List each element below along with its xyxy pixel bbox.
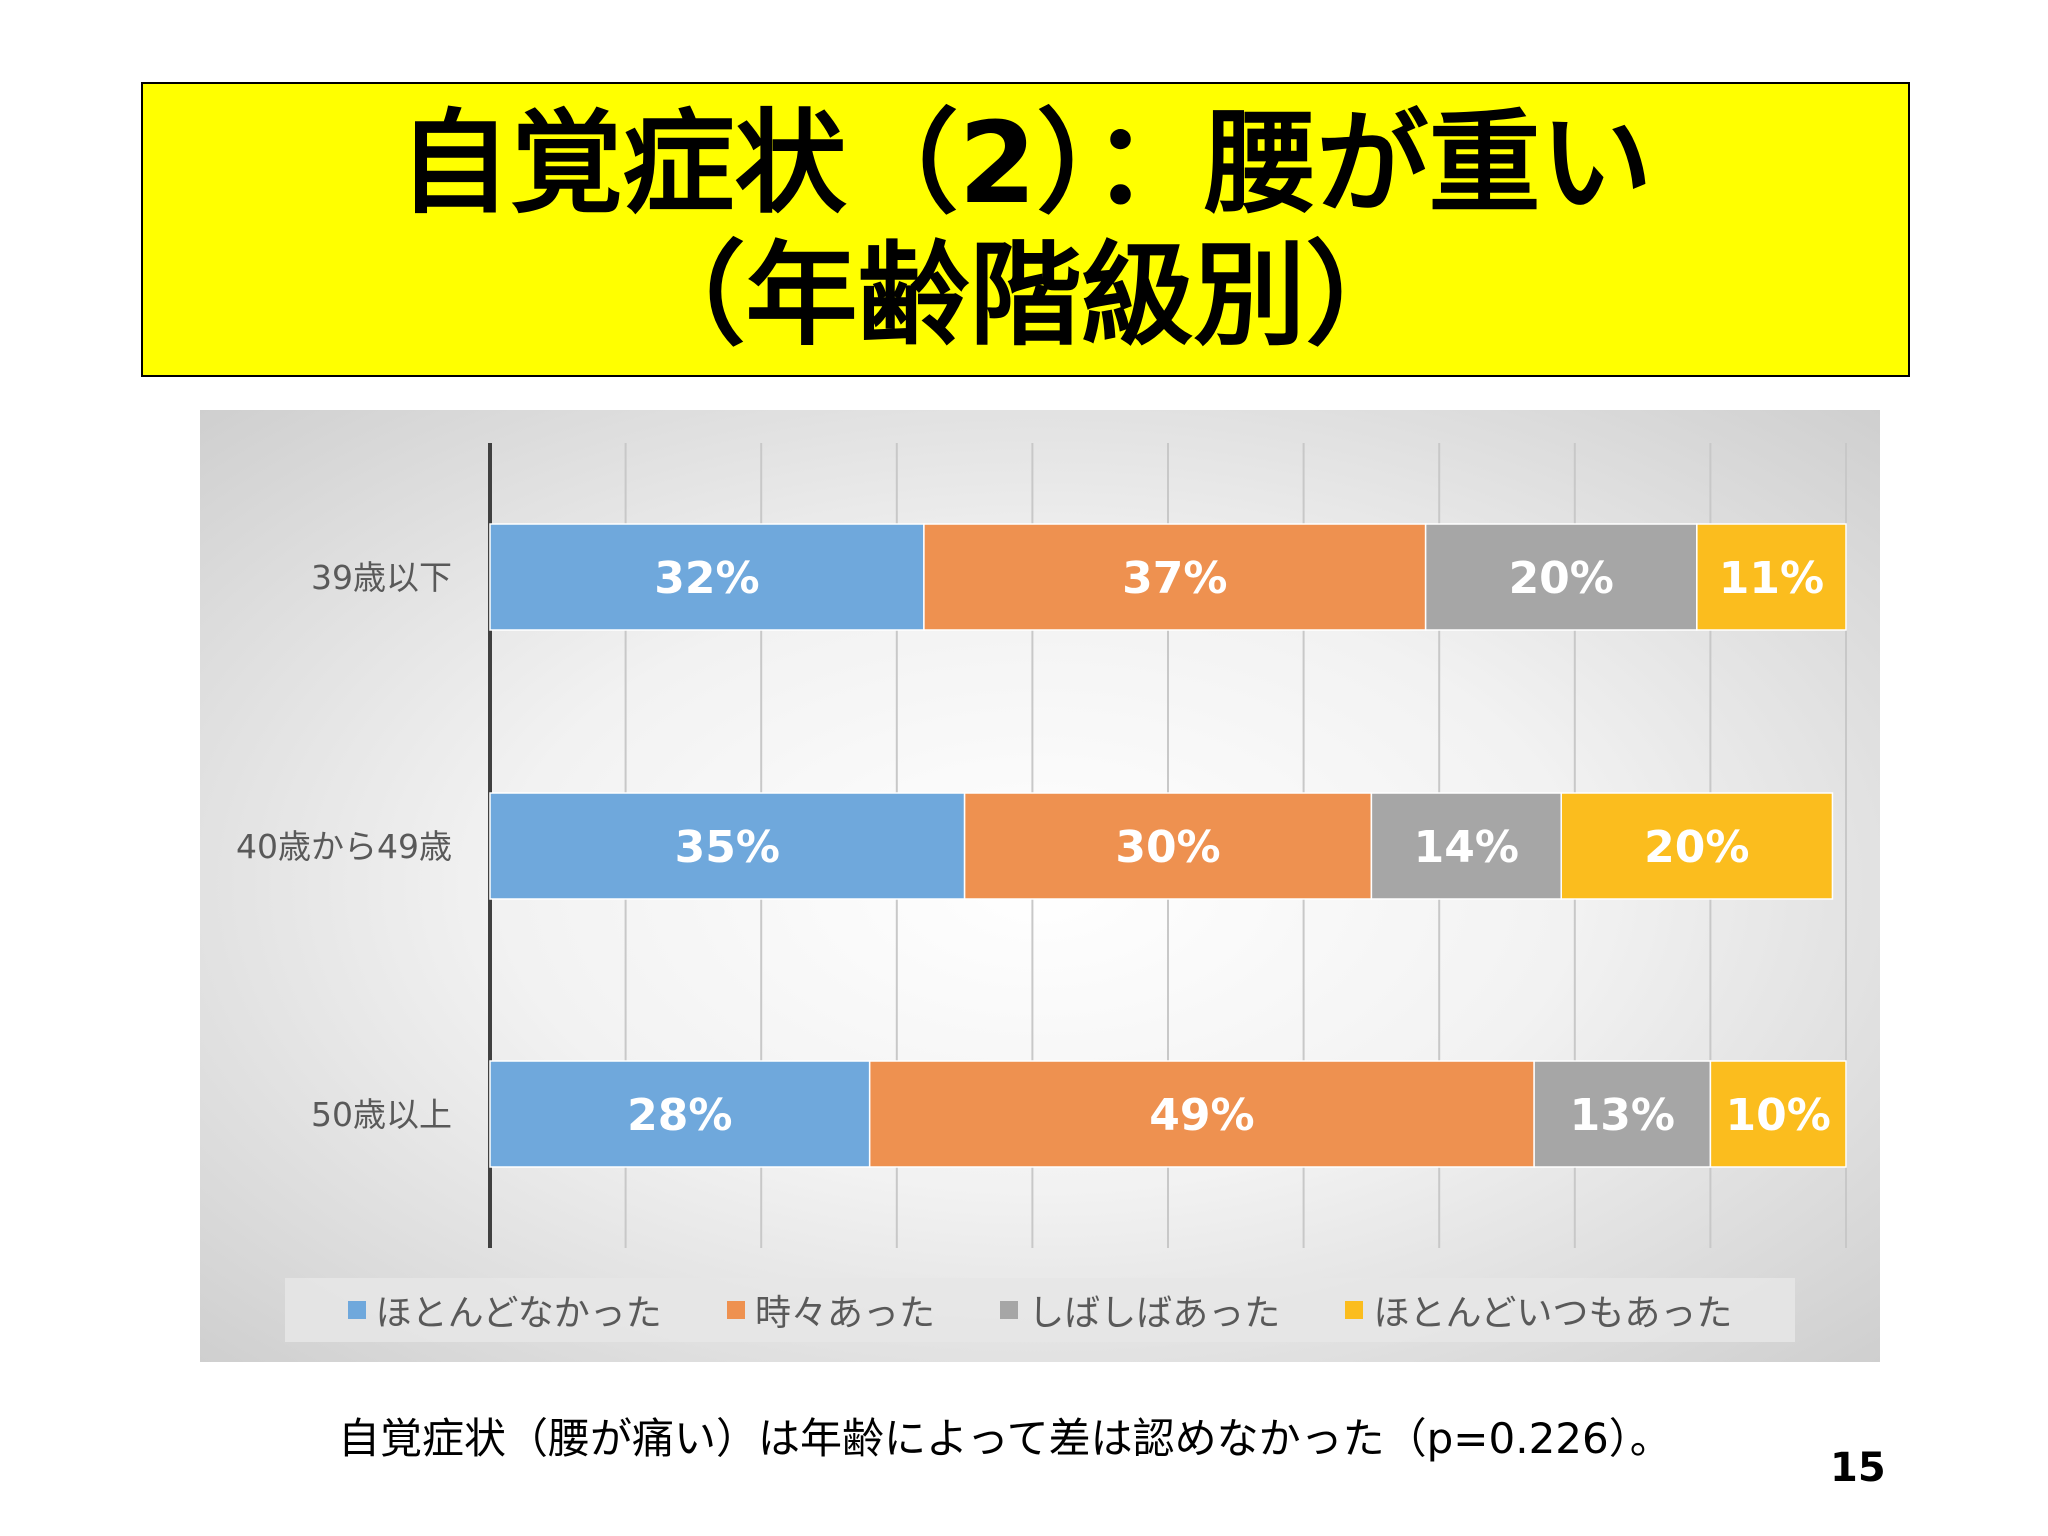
- page-number: 15: [1830, 1445, 1886, 1491]
- bar-segment: [489, 523, 925, 631]
- data-label: 35%: [675, 822, 780, 873]
- data-label: 37%: [1122, 553, 1227, 604]
- chart-plot: 32% 37% 20% 11% 39歳以下 35% 30% 14% 20% 40歳から49歳 28%…: [236, 443, 1847, 1248]
- data-label: 13%: [1570, 1090, 1675, 1141]
- slide-title-line-2: （年齢階級別）: [633, 230, 1418, 361]
- bar-segment: [1560, 792, 1834, 900]
- bar-segment: [868, 1060, 1535, 1168]
- data-label: 20%: [1644, 822, 1749, 873]
- legend-swatch: [1345, 1301, 1364, 1319]
- data-label: 20%: [1509, 553, 1614, 604]
- bar-segment: [1424, 523, 1698, 631]
- bar-segment: [1533, 1060, 1712, 1168]
- category-label: 39歳以下: [311, 558, 452, 597]
- bar-segment: [963, 792, 1373, 900]
- data-label: 32%: [654, 553, 759, 604]
- data-label: 10%: [1726, 1090, 1831, 1141]
- bar-segment: [489, 792, 966, 900]
- legend-item: ほとんどなかった: [347, 1284, 662, 1336]
- category-label: 40歳から49歳: [236, 827, 452, 866]
- legend-swatch: [1000, 1301, 1019, 1319]
- bar-segment: [1696, 523, 1847, 631]
- chart-area: 32% 37% 20% 11% 39歳以下 35% 30% 14% 20% 40歳から49歳 28%…: [200, 410, 1880, 1362]
- bar-segment: [1370, 792, 1562, 900]
- legend-swatch: [347, 1301, 366, 1319]
- bar-segment: [923, 523, 1427, 631]
- chart-legend: ほとんどなかった 時々あった しばしばあった ほとんどいつもあった: [285, 1278, 1795, 1342]
- data-label: 14%: [1414, 822, 1519, 873]
- legend-label: しばしばあった: [1028, 1293, 1281, 1334]
- legend-item: ほとんどいつもあった: [1345, 1284, 1732, 1336]
- data-label: 49%: [1149, 1090, 1254, 1141]
- category-label: 50歳以上: [311, 1095, 452, 1134]
- legend-swatch: [727, 1301, 745, 1319]
- bar-segment: [489, 1060, 871, 1168]
- legend-label: ほとんどなかった: [375, 1293, 662, 1334]
- data-label: 11%: [1719, 553, 1824, 604]
- data-label: 28%: [627, 1090, 732, 1141]
- legend-item: しばしばあった: [1000, 1284, 1280, 1336]
- legend-label: 時々あった: [755, 1293, 936, 1334]
- slide-title-line-1: 自覚症状（2）：腰が重い: [398, 98, 1653, 229]
- title-banner: 自覚症状（2）：腰が重い （年齢階級別）: [141, 82, 1910, 377]
- legend-label: ほとんどいつもあった: [1373, 1293, 1733, 1334]
- bar-segment: [1709, 1060, 1847, 1168]
- legend-item: 時々あった: [727, 1284, 935, 1336]
- data-label: 30%: [1115, 822, 1220, 873]
- slide-caption: 自覚症状（腰が痛い）は年齢によって差は認めなかった（p=0.226）。: [338, 1414, 1672, 1463]
